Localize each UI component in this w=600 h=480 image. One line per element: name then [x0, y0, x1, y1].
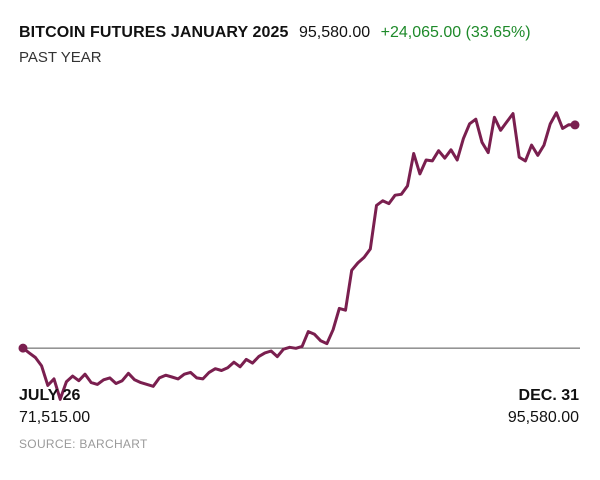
- end-info: DEC. 31 95,580.00: [508, 387, 579, 427]
- start-info: JULY 26 71,515.00: [19, 387, 90, 427]
- chart-title: BITCOIN FUTURES JANUARY 2025: [19, 24, 289, 41]
- end-value-label: 95,580.00: [507, 409, 579, 426]
- end-point: [570, 120, 580, 130]
- end-date-label: DEC. 31: [518, 387, 579, 404]
- start-value-label: 71,515.00: [19, 409, 91, 426]
- price-change: +24,065.00 (33.65%): [380, 24, 531, 41]
- start-point: [18, 343, 28, 353]
- start-date-label: JULY 26: [19, 387, 81, 404]
- source-note: SOURCE: BARCHART: [19, 437, 148, 451]
- current-price: 95,580.00: [298, 24, 371, 41]
- chart-header: BITCOIN FUTURES JANUARY 2025 95,580.00 +…: [19, 24, 531, 42]
- chart-subtitle: PAST YEAR: [19, 49, 102, 66]
- price-line: [21, 111, 577, 401]
